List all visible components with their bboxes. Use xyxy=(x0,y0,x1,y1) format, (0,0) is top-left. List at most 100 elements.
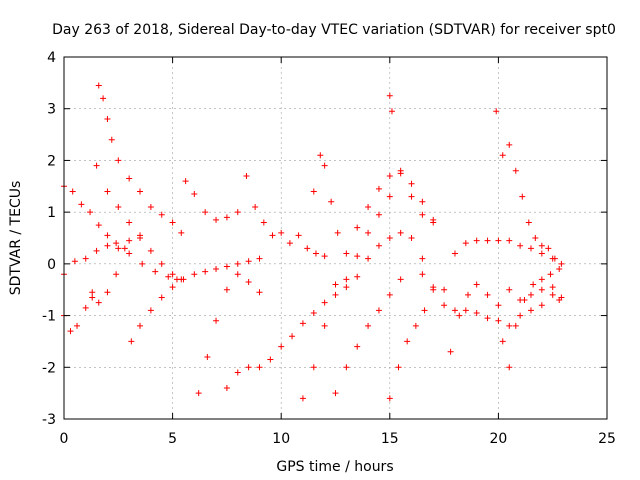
data-point xyxy=(412,322,419,329)
data-point xyxy=(234,271,241,278)
data-point xyxy=(202,209,209,216)
data-point xyxy=(147,307,154,314)
data-point xyxy=(104,289,111,296)
data-point xyxy=(464,291,471,298)
data-point xyxy=(234,209,241,216)
data-point xyxy=(152,268,159,275)
x-tick-label: 10 xyxy=(272,431,290,447)
y-tick-label: 3 xyxy=(47,102,56,118)
data-point xyxy=(104,232,111,239)
data-point xyxy=(343,250,350,257)
data-point xyxy=(484,237,491,244)
data-point xyxy=(256,364,263,371)
plot-frame xyxy=(63,56,608,420)
data-point xyxy=(108,136,115,143)
series-arc18 xyxy=(419,237,565,293)
series-arc8 xyxy=(182,178,241,223)
data-point xyxy=(202,268,209,275)
series-arc10 xyxy=(223,229,563,391)
data-point xyxy=(93,162,100,169)
data-point xyxy=(558,260,565,267)
data-point xyxy=(115,157,122,164)
series-arc16 xyxy=(386,307,428,402)
series-arc3 xyxy=(95,82,185,236)
data-point xyxy=(67,328,74,335)
data-point xyxy=(419,271,426,278)
data-point xyxy=(375,242,382,249)
data-point xyxy=(95,222,102,229)
data-point xyxy=(213,266,220,273)
data-point xyxy=(312,250,319,257)
y-tick-label: 1 xyxy=(47,205,56,221)
data-point xyxy=(93,247,100,254)
data-point xyxy=(332,390,339,397)
data-point xyxy=(317,152,324,159)
y-axis-label: SDTVAR / TECUs xyxy=(8,181,24,296)
data-point xyxy=(397,229,404,236)
data-point xyxy=(386,291,393,298)
data-point xyxy=(506,364,513,371)
data-point xyxy=(365,255,372,262)
data-point xyxy=(126,219,133,226)
series-arc13 xyxy=(310,152,341,236)
data-point xyxy=(74,322,81,329)
data-point xyxy=(213,317,220,324)
data-point xyxy=(178,229,185,236)
data-point xyxy=(462,307,469,314)
y-tick-label: 0 xyxy=(47,257,56,273)
data-point xyxy=(71,258,78,265)
data-point xyxy=(321,299,328,306)
data-point xyxy=(137,322,144,329)
data-point xyxy=(278,343,285,350)
data-point xyxy=(354,273,361,280)
data-point xyxy=(158,260,165,267)
data-point xyxy=(104,242,111,249)
data-point xyxy=(278,229,285,236)
series-arc1 xyxy=(61,183,180,283)
data-point xyxy=(551,255,558,262)
x-tick-labels: 0 5 10 15 20 25 xyxy=(60,431,616,447)
data-point xyxy=(334,229,341,236)
data-point xyxy=(328,198,335,205)
data-point xyxy=(195,390,202,397)
axis-ticks xyxy=(63,56,608,420)
data-point xyxy=(310,188,317,195)
series-arc19 xyxy=(447,281,565,355)
data-point xyxy=(558,294,565,301)
data-point xyxy=(169,284,176,291)
data-point xyxy=(473,309,480,316)
x-tick-label: 5 xyxy=(168,431,177,447)
data-point xyxy=(447,348,454,355)
data-point xyxy=(115,245,122,252)
data-point xyxy=(430,284,437,291)
data-point xyxy=(386,235,393,241)
data-point xyxy=(499,152,506,159)
data-point xyxy=(169,271,176,278)
series-arc17 xyxy=(386,92,395,115)
data-point xyxy=(234,369,241,376)
x-tick-label: 15 xyxy=(381,431,399,447)
data-point xyxy=(87,209,94,216)
data-point xyxy=(95,82,102,89)
data-point xyxy=(104,188,111,195)
data-point xyxy=(430,216,437,223)
data-point xyxy=(375,307,382,314)
series-arc14 xyxy=(332,276,404,397)
data-point xyxy=(180,276,187,283)
data-point xyxy=(375,211,382,218)
data-point xyxy=(310,309,317,316)
data-point xyxy=(121,245,128,252)
data-point xyxy=(456,312,463,319)
data-point xyxy=(245,278,252,285)
data-point xyxy=(286,240,293,247)
data-point xyxy=(365,203,372,210)
data-point xyxy=(495,302,502,309)
data-point xyxy=(408,235,415,241)
data-point xyxy=(256,289,263,296)
data-point xyxy=(527,307,534,314)
data-point xyxy=(506,322,513,329)
data-point xyxy=(525,219,532,226)
data-point xyxy=(386,193,393,200)
data-point xyxy=(332,281,339,288)
